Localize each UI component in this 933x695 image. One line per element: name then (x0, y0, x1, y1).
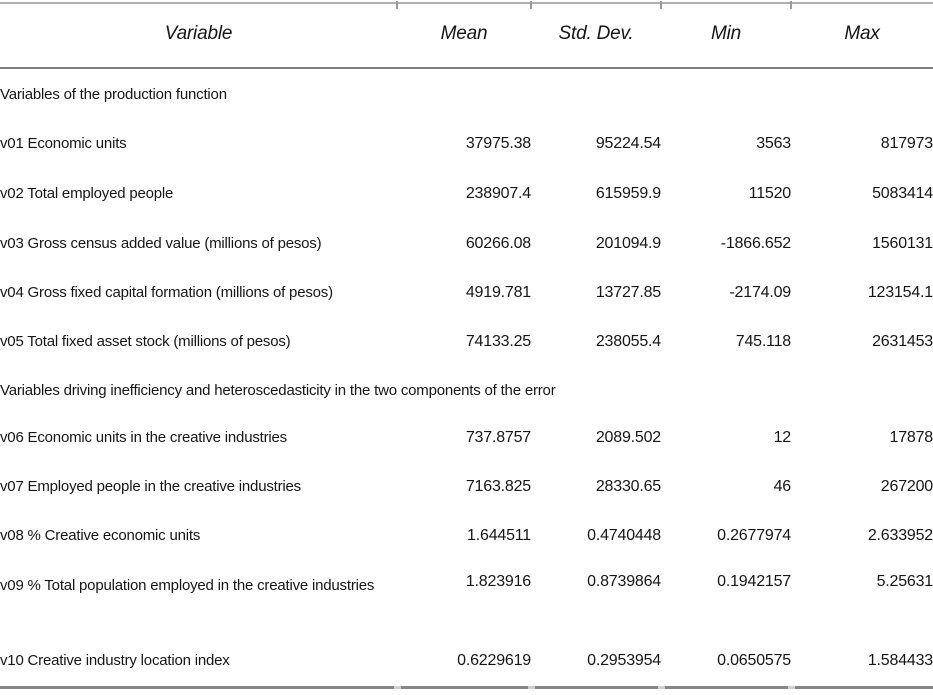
row-max: 17878 (889, 429, 933, 446)
row-std-dev: 615959.9 (595, 184, 661, 202)
row-min: 46 (773, 478, 792, 495)
row-mean: 37975.38 (465, 135, 531, 152)
row-min: 12 (773, 429, 792, 446)
table-row: v02 Total employed people 238907.4 61595… (0, 168, 933, 219)
table-header-row: Variable Mean Std. Dev. Min Max (0, 0, 933, 69)
row-mean: 60266.08 (465, 235, 531, 252)
row-min: 745.118 (735, 332, 791, 350)
row-label: v07 Employed people in the creative indu… (0, 478, 301, 495)
row-mean: 238907.4 (465, 184, 531, 202)
header-variable: Variable (0, 0, 397, 69)
table-row: v08 % Creative economic units 1.644511 0… (0, 512, 933, 560)
row-std-dev: 2089.502 (595, 429, 661, 446)
row-mean: 4919.781 (465, 284, 531, 301)
row-label: v02 Total employed people (0, 184, 174, 202)
bottom-rule (795, 686, 933, 689)
row-std-dev: 0.2953954 (587, 652, 661, 669)
header-max: Max (791, 0, 933, 69)
row-std-dev: 0.8739864 (587, 573, 661, 590)
row-max: 5083414 (872, 184, 933, 202)
row-min: -2174.09 (729, 284, 791, 301)
header-mean: Mean (397, 0, 531, 69)
row-min: 3563 (756, 135, 791, 152)
bottom-rule-gap (394, 686, 401, 689)
section-row: Variables of the production function (0, 68, 933, 120)
section-label: Variables of the production function (0, 86, 227, 103)
row-min: 0.0650575 (717, 652, 791, 669)
table-row: v09 % Total population employed in the c… (0, 560, 933, 635)
row-std-dev: 13727.85 (595, 284, 661, 301)
row-label: v06 Economic units in the creative indus… (0, 429, 287, 446)
bottom-rule (535, 686, 658, 689)
bottom-rule (665, 686, 788, 689)
row-label: v03 Gross census added value (millions o… (0, 235, 322, 252)
row-std-dev: 28330.65 (595, 478, 661, 495)
row-max: 5.25631 (876, 573, 933, 590)
table-row: v07 Employed people in the creative indu… (0, 462, 933, 512)
row-label: v01 Economic units (0, 135, 127, 152)
row-label: v05 Total fixed asset stock (millions of… (0, 332, 291, 350)
row-label: v09 % Total population employed in the c… (0, 577, 375, 594)
bottom-rule-gap (788, 686, 795, 689)
bottom-rule-gap (528, 686, 535, 689)
section-label: Variables driving inefficiency and heter… (0, 381, 556, 399)
table-row: v06 Economic units in the creative indus… (0, 414, 933, 462)
row-max: 2631453 (872, 332, 933, 350)
row-label: v10 Creative industry location index (0, 652, 230, 669)
row-max: 1.584433 (867, 652, 933, 669)
row-mean: 737.8757 (465, 429, 531, 446)
row-min: 0.1942157 (717, 573, 791, 590)
row-std-dev: 95224.54 (595, 135, 661, 152)
row-std-dev: 0.4740448 (587, 527, 661, 544)
table-row: v03 Gross census added value (millions o… (0, 219, 933, 269)
bottom-rule (401, 686, 528, 689)
row-label: v04 Gross fixed capital formation (milli… (0, 284, 333, 301)
row-min: -1866.652 (720, 235, 791, 252)
row-label: v08 % Creative economic units (0, 527, 201, 544)
header-std-dev: Std. Dev. (531, 0, 661, 69)
row-max: 1560131 (872, 235, 933, 252)
table-row: v10 Creative industry location index 0.6… (0, 635, 933, 687)
row-mean: 0.6229619 (457, 652, 531, 669)
row-min: 11520 (748, 184, 792, 202)
row-mean: 1.823916 (465, 573, 531, 590)
row-max: 267200 (880, 478, 933, 495)
table-row: v04 Gross fixed capital formation (milli… (0, 269, 933, 317)
row-std-dev: 238055.4 (595, 332, 661, 350)
header-min: Min (661, 0, 791, 69)
row-max: 817973 (880, 135, 933, 152)
row-std-dev: 201094.9 (595, 235, 661, 252)
bottom-rule (0, 686, 394, 689)
row-mean: 7163.825 (465, 478, 531, 495)
row-min: 0.2677974 (717, 527, 791, 544)
bottom-rule-gap (658, 686, 665, 689)
section-row: Variables driving inefficiency and heter… (0, 366, 933, 414)
table-row: v05 Total fixed asset stock (millions of… (0, 317, 933, 366)
row-max: 2.633952 (867, 527, 933, 544)
row-mean: 1.644511 (467, 527, 531, 544)
row-max: 123154.1 (867, 284, 933, 301)
table-row: v01 Economic units 37975.38 95224.54 356… (0, 120, 933, 168)
row-mean: 74133.25 (465, 332, 531, 350)
